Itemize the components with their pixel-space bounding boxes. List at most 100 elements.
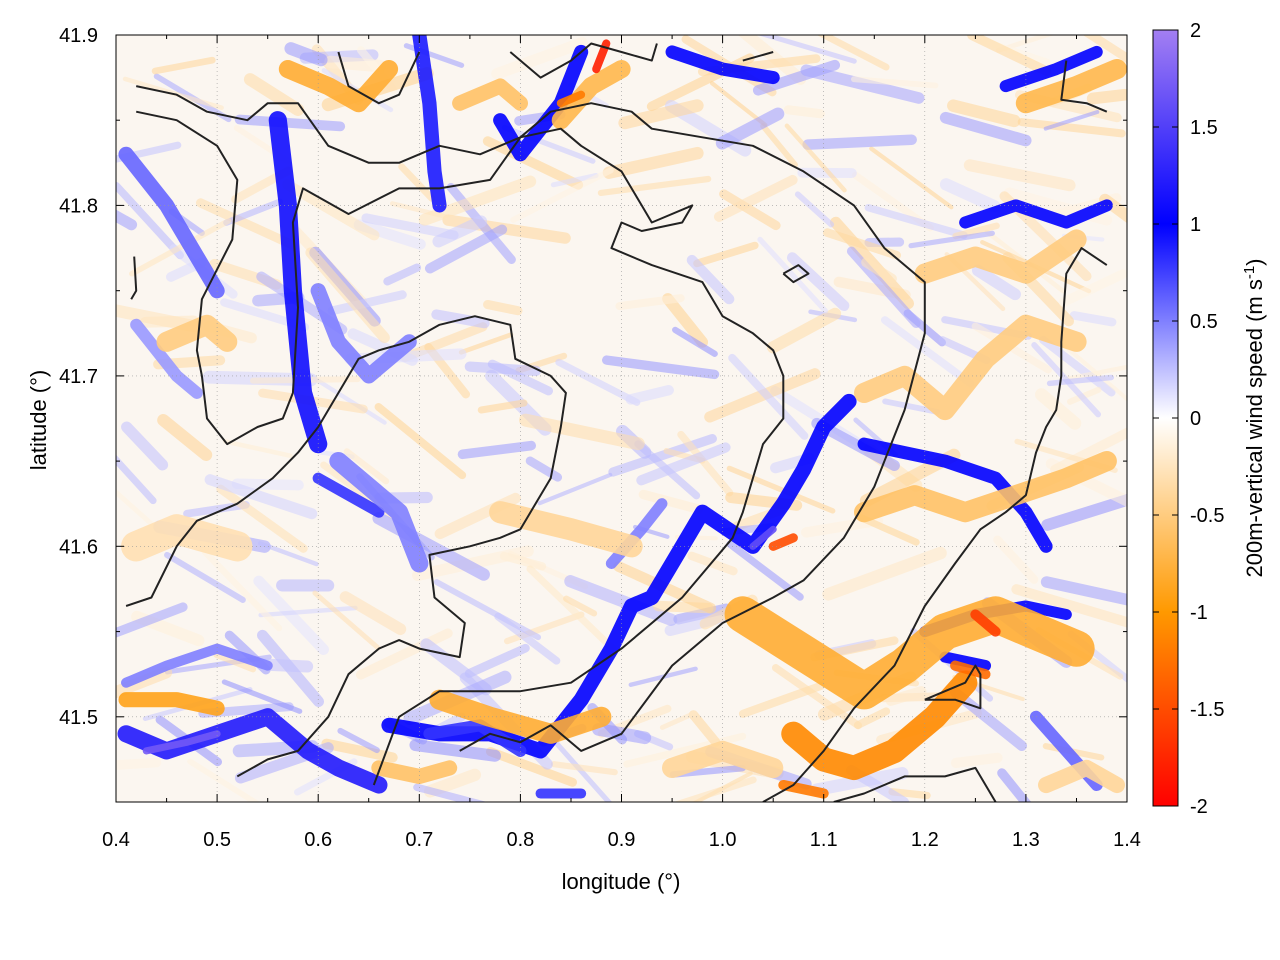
texture-streak (673, 776, 757, 802)
texture-streak (201, 548, 283, 632)
texture-streak (537, 472, 613, 506)
texture-streak (164, 551, 246, 603)
texture-streak (413, 783, 488, 802)
texture-streak (361, 213, 459, 240)
heatmap-band (556, 90, 586, 108)
y-tick-label: 41.5 (59, 707, 98, 729)
heatmap-band (1037, 759, 1126, 794)
texture-streak (726, 465, 836, 514)
texture-streak (771, 664, 863, 730)
texture-streak (383, 263, 422, 286)
texture-streak (636, 442, 731, 486)
heatmap-texture (116, 35, 1127, 802)
texture-streak (1035, 388, 1082, 430)
texture-streak (800, 64, 925, 104)
heatmap-band (493, 44, 589, 162)
heatmap-band (1015, 58, 1127, 114)
texture-streak (688, 710, 721, 747)
x-tick-label: 0.5 (203, 829, 231, 851)
texture-streak (483, 299, 523, 316)
y-axis-label: latitude (°) (26, 370, 51, 471)
texture-streak (1041, 493, 1127, 531)
texture-streak (183, 500, 250, 518)
texture-streak (1058, 269, 1127, 307)
heatmap-band (121, 643, 273, 688)
texture-streak (950, 687, 1027, 751)
heatmap-band (429, 689, 612, 744)
colorbar-tick-label: 0 (1190, 408, 1201, 430)
texture-streak (234, 114, 346, 132)
texture-streak (424, 224, 508, 274)
texture-streak (822, 546, 947, 601)
texture-streak (713, 174, 798, 222)
texture-streak (550, 761, 618, 776)
texture-streak (947, 99, 1021, 128)
texture-streak (993, 535, 1039, 584)
texture-streak (355, 628, 453, 680)
texture-streak (409, 739, 502, 762)
texture-streak (157, 413, 213, 462)
texture-streak (950, 752, 1003, 769)
texture-streak (608, 434, 717, 477)
x-tick-label: 0.4 (102, 829, 130, 851)
texture-streak (963, 159, 1076, 192)
texture-streak (116, 304, 202, 333)
texture-streak (662, 293, 709, 348)
texture-streak (151, 56, 216, 75)
texture-streak (525, 456, 563, 482)
heatmap-band (724, 596, 1095, 710)
texture-streak (418, 175, 537, 226)
texture-streak (760, 123, 798, 168)
texture-streak (187, 758, 261, 802)
texture-streak (687, 551, 738, 576)
texture-streak (693, 241, 759, 268)
texture-streak (597, 175, 712, 196)
texture-streak (374, 402, 467, 480)
texture-streak (555, 358, 641, 406)
x-tick-label: 1.0 (709, 829, 737, 851)
texture-streak (861, 257, 897, 284)
heatmap-band (452, 78, 529, 111)
texture-streak (857, 514, 920, 546)
contour-line (125, 315, 567, 778)
texture-streak (510, 167, 614, 223)
texture-streak (686, 254, 735, 305)
texture-streak (398, 163, 436, 202)
texture-streak (305, 247, 390, 344)
contour-line (762, 247, 1108, 802)
x-tick-label: 0.6 (304, 829, 332, 851)
texture-streak (1060, 342, 1127, 402)
heatmap-band (121, 514, 253, 562)
colorbar-tick-label: 0.5 (1190, 311, 1218, 333)
texture-streak (677, 430, 734, 497)
texture-streak (728, 353, 809, 440)
texture-streak (997, 768, 1032, 802)
x-tick-label: 0.9 (608, 829, 636, 851)
x-tick-label: 0.8 (506, 829, 534, 851)
contour-line (135, 85, 926, 752)
texture-streak (257, 541, 319, 567)
texture-streak (339, 591, 407, 636)
heatmap-band (312, 472, 385, 518)
texture-streak (116, 181, 184, 260)
texture-streak (129, 218, 232, 277)
texture-streak (457, 440, 537, 460)
texture-streak (216, 484, 308, 553)
texture-streak (802, 134, 917, 150)
texture-streak (482, 136, 584, 190)
texture-streak (1086, 88, 1127, 105)
texture-streak (888, 788, 931, 800)
texture-streak (501, 124, 596, 164)
texture-streak (851, 76, 939, 89)
texture-streak (213, 651, 257, 673)
contour-line (924, 664, 982, 710)
x-tick-label: 1.1 (810, 829, 838, 851)
texture-streak (116, 666, 173, 699)
texture-streak (625, 384, 674, 405)
texture-streak (794, 191, 835, 228)
colorbar-tick-label: 1 (1190, 214, 1201, 236)
texture-streak (864, 203, 968, 239)
heatmap-band (857, 437, 1053, 553)
heatmap-band (853, 451, 1117, 523)
